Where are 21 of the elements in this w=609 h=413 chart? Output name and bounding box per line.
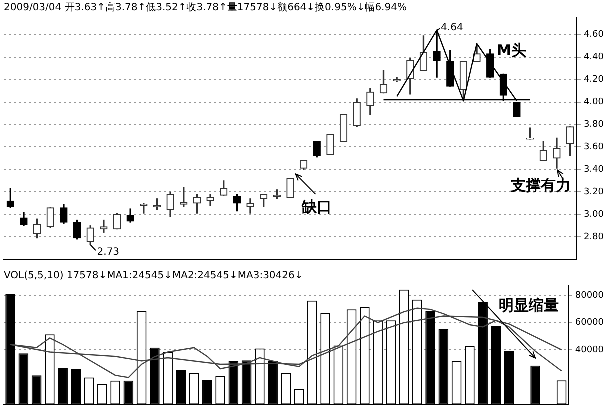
annotation: 支撑有力 bbox=[510, 176, 571, 194]
y-tick-label: 3.60 bbox=[584, 142, 604, 153]
annotation: M头 bbox=[496, 42, 527, 60]
y-tick-label: 3.20 bbox=[584, 188, 604, 198]
y-tick-label: 3.40 bbox=[584, 165, 604, 176]
y-tick-label: 4.00 bbox=[584, 98, 604, 108]
y-tick-label: 2.80 bbox=[584, 232, 604, 242]
annotation: 4.64 bbox=[441, 22, 464, 34]
annotation: 明显缩量 bbox=[498, 296, 559, 314]
y-tick-label: 3.00 bbox=[584, 210, 604, 220]
y-tick-label: 40000 bbox=[575, 345, 604, 356]
y-tick-label: 4.60 bbox=[584, 30, 604, 40]
chart-subtitle: 2009/03/04 开3.63↑高3.78↑低3.52↑收3.78↑量17578↓额664↓换0.95%↓幅6.94% bbox=[4, 2, 407, 14]
y-tick-label: 3.80 bbox=[584, 120, 604, 130]
y-tick-label: 60000 bbox=[575, 318, 604, 328]
chart-subtitle: VOL(5,5,10) 17578↓MA1:24545↓MA2:24545↓MA3:30426↓ bbox=[4, 270, 304, 282]
annotation: 缺口 bbox=[301, 198, 332, 216]
y-tick-label: 80000 bbox=[575, 290, 604, 301]
y-tick-label: 4.40 bbox=[584, 52, 604, 63]
annotation: 2.73 bbox=[97, 246, 120, 258]
y-tick-label: 4.20 bbox=[584, 75, 604, 86]
